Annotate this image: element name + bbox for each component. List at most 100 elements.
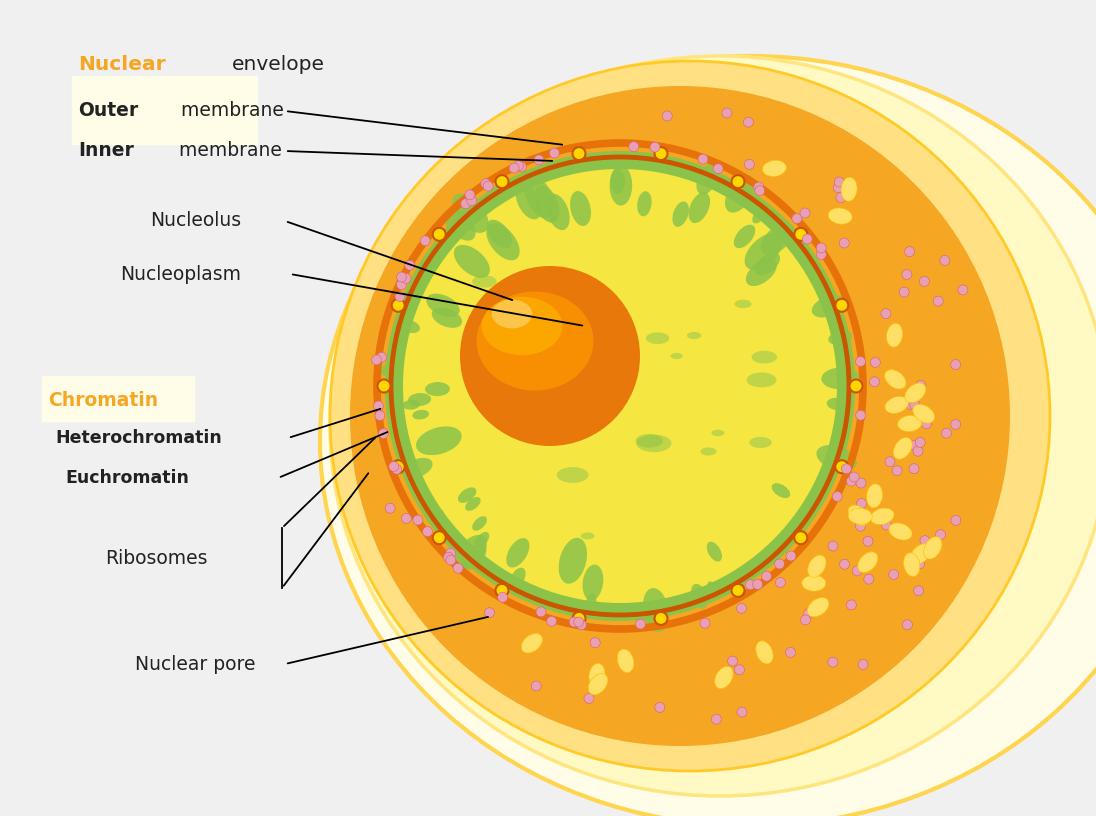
Text: Nuclear pore: Nuclear pore	[135, 654, 255, 673]
Circle shape	[728, 656, 738, 666]
Circle shape	[481, 179, 491, 188]
Circle shape	[377, 379, 390, 392]
Ellipse shape	[472, 517, 487, 530]
Circle shape	[884, 457, 895, 467]
Ellipse shape	[432, 308, 463, 328]
Circle shape	[745, 580, 755, 590]
Circle shape	[737, 603, 746, 614]
Ellipse shape	[893, 437, 912, 459]
Circle shape	[401, 273, 411, 283]
Circle shape	[940, 255, 950, 265]
Circle shape	[920, 277, 929, 286]
Circle shape	[840, 559, 849, 570]
Ellipse shape	[557, 467, 589, 483]
Ellipse shape	[746, 372, 776, 388]
Circle shape	[444, 552, 454, 562]
Circle shape	[775, 578, 786, 588]
Ellipse shape	[515, 184, 541, 220]
Ellipse shape	[481, 297, 562, 355]
Circle shape	[372, 355, 381, 365]
Circle shape	[513, 161, 524, 171]
Circle shape	[498, 592, 507, 602]
Ellipse shape	[700, 447, 717, 455]
Circle shape	[800, 615, 811, 625]
Circle shape	[869, 377, 879, 387]
Circle shape	[385, 503, 396, 513]
Circle shape	[395, 291, 406, 302]
Ellipse shape	[637, 191, 652, 216]
Text: Chromatin: Chromatin	[48, 392, 158, 410]
Circle shape	[532, 681, 541, 691]
Ellipse shape	[812, 295, 845, 317]
Ellipse shape	[898, 415, 922, 432]
Circle shape	[762, 571, 772, 581]
Circle shape	[572, 612, 585, 625]
Circle shape	[510, 163, 520, 173]
Circle shape	[933, 296, 944, 306]
Ellipse shape	[858, 552, 878, 573]
Circle shape	[775, 559, 785, 569]
Circle shape	[731, 584, 744, 596]
Circle shape	[734, 665, 744, 675]
Circle shape	[915, 559, 925, 569]
Circle shape	[385, 151, 855, 621]
Circle shape	[636, 619, 646, 629]
Circle shape	[840, 238, 849, 248]
Text: membrane: membrane	[173, 141, 282, 161]
Circle shape	[433, 531, 446, 544]
Ellipse shape	[887, 323, 903, 347]
Ellipse shape	[884, 397, 909, 414]
Circle shape	[413, 515, 423, 525]
Ellipse shape	[903, 552, 920, 576]
Ellipse shape	[761, 223, 795, 255]
Ellipse shape	[425, 382, 450, 396]
Circle shape	[422, 526, 433, 537]
Circle shape	[744, 159, 754, 170]
Ellipse shape	[848, 505, 868, 526]
Circle shape	[786, 647, 796, 658]
Circle shape	[391, 460, 404, 473]
Circle shape	[584, 694, 594, 703]
Circle shape	[922, 419, 932, 428]
Circle shape	[549, 148, 559, 158]
Ellipse shape	[487, 220, 512, 248]
Text: Euchromatin: Euchromatin	[65, 469, 189, 487]
Ellipse shape	[734, 299, 752, 308]
Circle shape	[832, 491, 842, 502]
Ellipse shape	[477, 291, 594, 391]
Circle shape	[516, 162, 526, 172]
Circle shape	[743, 118, 753, 127]
Ellipse shape	[525, 175, 553, 219]
Circle shape	[576, 620, 586, 630]
Ellipse shape	[487, 223, 520, 260]
Circle shape	[936, 530, 946, 539]
Ellipse shape	[402, 458, 433, 478]
Circle shape	[800, 208, 810, 218]
Circle shape	[573, 617, 584, 627]
Circle shape	[374, 401, 384, 411]
Circle shape	[863, 536, 874, 546]
Ellipse shape	[465, 497, 481, 511]
Circle shape	[713, 164, 723, 174]
Ellipse shape	[591, 342, 627, 360]
Circle shape	[856, 478, 866, 488]
Circle shape	[827, 657, 838, 667]
Circle shape	[389, 462, 399, 472]
Ellipse shape	[913, 404, 935, 424]
Circle shape	[902, 620, 912, 630]
Ellipse shape	[581, 533, 594, 539]
Circle shape	[856, 357, 866, 366]
Text: Outer: Outer	[78, 101, 138, 121]
Ellipse shape	[458, 487, 477, 503]
Ellipse shape	[750, 437, 772, 448]
Circle shape	[950, 360, 960, 370]
Circle shape	[915, 380, 926, 390]
Text: Nucleoplasm: Nucleoplasm	[119, 264, 241, 283]
Ellipse shape	[636, 434, 663, 448]
Circle shape	[857, 499, 867, 508]
Circle shape	[920, 535, 931, 546]
Circle shape	[834, 177, 844, 187]
Ellipse shape	[637, 435, 672, 452]
Ellipse shape	[687, 332, 701, 339]
Ellipse shape	[589, 663, 605, 687]
